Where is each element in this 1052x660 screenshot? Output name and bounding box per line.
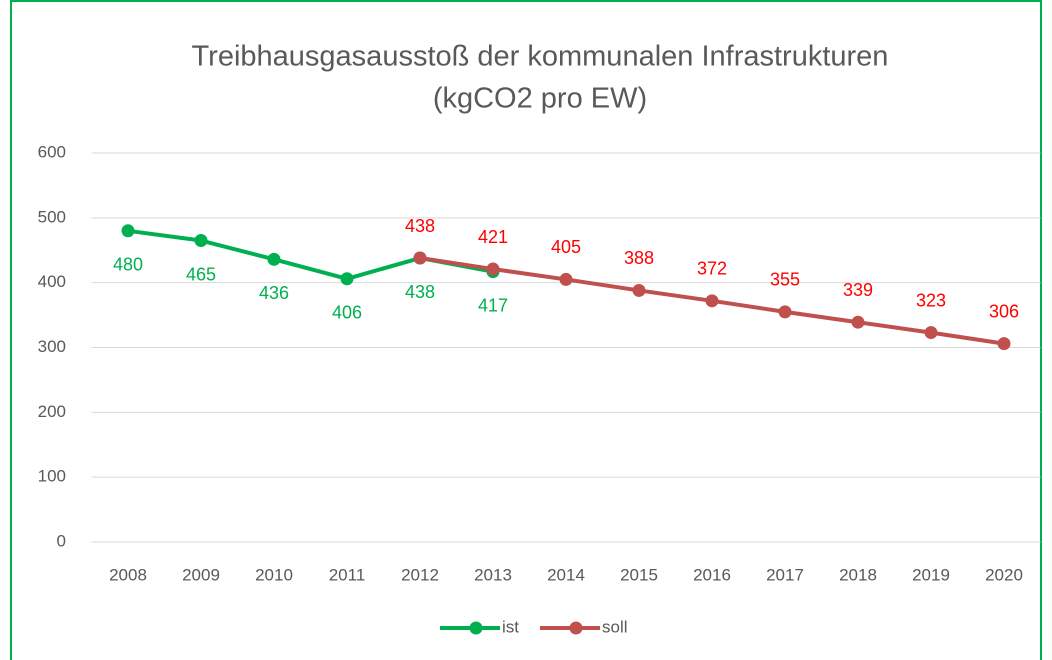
y-tick-label: 500 xyxy=(38,207,66,226)
point xyxy=(632,283,646,297)
y-tick-label: 0 xyxy=(57,531,66,550)
legend-marker xyxy=(569,621,583,635)
point xyxy=(924,326,938,340)
x-tick-label: 2013 xyxy=(474,565,512,584)
point xyxy=(778,305,792,319)
data-label: 480 xyxy=(113,255,143,275)
data-label: 436 xyxy=(259,283,289,303)
data-label: 372 xyxy=(697,259,727,279)
point xyxy=(997,337,1011,351)
x-tick-label: 2018 xyxy=(839,565,877,584)
y-tick-label: 100 xyxy=(38,467,66,486)
legend-marker xyxy=(469,621,483,635)
data-label: 438 xyxy=(405,216,435,236)
point xyxy=(705,294,719,308)
point xyxy=(194,234,208,248)
legend-label: soll xyxy=(602,617,628,636)
x-tick-label: 2016 xyxy=(693,565,731,584)
y-tick-label: 400 xyxy=(38,272,66,291)
data-label: 306 xyxy=(989,301,1019,321)
data-label: 339 xyxy=(843,280,873,300)
y-tick-label: 200 xyxy=(38,402,66,421)
point xyxy=(486,262,500,276)
chart-title: Treibhausgasausstoß der kommunalen Infra… xyxy=(192,41,889,73)
data-label: 465 xyxy=(186,264,216,284)
y-tick-label: 300 xyxy=(38,337,66,356)
x-tick-label: 2010 xyxy=(255,565,293,584)
x-tick-label: 2009 xyxy=(182,565,220,584)
data-label: 388 xyxy=(624,248,654,268)
point xyxy=(413,251,427,265)
x-tick-label: 2014 xyxy=(547,565,585,584)
x-tick-label: 2011 xyxy=(329,565,366,584)
x-tick-label: 2012 xyxy=(401,565,439,584)
x-tick-label: 2019 xyxy=(912,565,950,584)
data-label: 323 xyxy=(916,290,946,310)
point xyxy=(340,272,354,286)
data-label: 355 xyxy=(770,270,800,290)
chart-title: (kgCO2 pro EW) xyxy=(433,83,647,115)
x-tick-label: 2017 xyxy=(766,565,804,584)
legend-label: ist xyxy=(502,617,519,636)
x-tick-label: 2020 xyxy=(985,565,1023,584)
point xyxy=(121,224,135,238)
x-tick-label: 2008 xyxy=(109,565,147,584)
data-label: 421 xyxy=(478,227,508,247)
point xyxy=(267,252,281,266)
x-tick-label: 2015 xyxy=(620,565,658,584)
chart-frame xyxy=(10,0,1042,660)
data-label: 417 xyxy=(478,295,508,315)
data-label: 405 xyxy=(551,237,581,257)
point xyxy=(851,315,865,329)
point xyxy=(559,272,573,286)
data-label: 406 xyxy=(332,303,362,323)
y-tick-label: 600 xyxy=(38,142,66,161)
data-label: 438 xyxy=(405,282,435,302)
